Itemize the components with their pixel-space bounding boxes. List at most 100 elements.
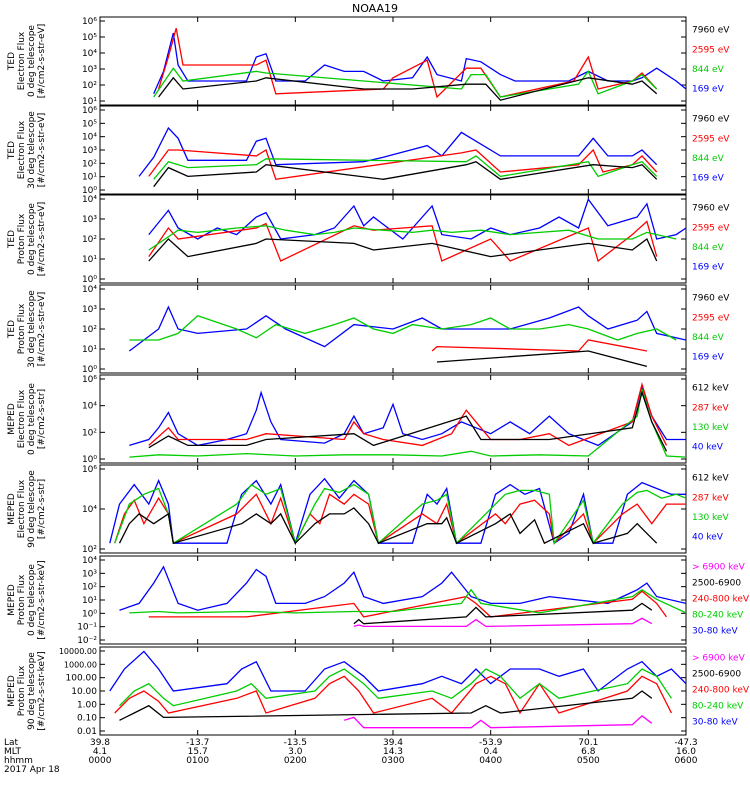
legend-entry: 40 keV: [692, 532, 724, 542]
y-tick-label: 10⁴: [82, 556, 97, 566]
series-group: [153, 28, 686, 101]
legend-entry: 169 eV: [692, 173, 725, 183]
y-tick-label: 10¹: [82, 173, 97, 183]
y-axis-label: 30 deg telescope: [27, 290, 37, 368]
x-tick-label: -47.3: [674, 738, 697, 748]
y-axis-label: MEPED: [7, 403, 17, 435]
panel-7: 10⁻² 10⁻¹ 10⁰ 10¹ 10² 10³ 10⁴ MEPED Proton Flux 0…: [7, 555, 750, 646]
y-axis-label: Proton Flux: [17, 574, 27, 625]
y-axis-label: MEPED: [7, 675, 17, 707]
y-axis-label: Proton Flux: [17, 303, 27, 354]
legend-entry: 2500-6900: [692, 579, 741, 589]
y-axis-label: TED: [7, 230, 17, 249]
legend-entry: 240-800 keV: [692, 686, 750, 696]
y-tick-label: 0.01: [77, 727, 97, 737]
x-row-label: hhmm: [4, 756, 33, 766]
panel-2: 10⁰ 10¹ 10² 10³ 10⁴ 10⁵ 10⁶ TED Electron Flux 30 …: [7, 105, 730, 196]
y-axis-label: 0 deg telescope: [27, 383, 37, 455]
y-tick-label: 10⁶: [82, 465, 97, 475]
x-tick-label: 39.4: [383, 738, 403, 748]
y-tick-label: 10¹: [82, 596, 97, 606]
x-tick-label: 0200: [284, 756, 307, 766]
y-tick-label: 10¹: [82, 255, 97, 265]
y-tick-label: 10⁶: [82, 106, 97, 116]
series-line-black: [158, 76, 658, 101]
x-tick-label: 0100: [186, 756, 209, 766]
series-line-red: [431, 339, 648, 352]
legend-entry: 40 keV: [692, 442, 724, 452]
series-line-green: [129, 315, 677, 341]
y-axis-label: Electron Flux: [17, 389, 27, 448]
series-line-green: [153, 155, 658, 180]
series-line-red: [114, 675, 672, 715]
y-axis-label: 90 deg telescope: [27, 470, 37, 548]
y-axis-label: 30 deg telescope: [27, 111, 37, 189]
series-line-blue: [128, 305, 686, 352]
legend-entry: > 6900 keV: [692, 654, 746, 664]
series-line-blue: [129, 384, 686, 447]
x-tick-label: 0600: [675, 756, 698, 766]
x-tick-label: 0.4: [484, 747, 499, 757]
y-tick-label: 10²: [82, 545, 97, 555]
y-tick-label: 10.00: [71, 687, 97, 697]
series-line-blue: [119, 565, 686, 611]
series-group: [129, 382, 686, 458]
y-tick-label: 10⁰: [82, 365, 97, 375]
y-tick-label: 10⁴: [82, 195, 97, 205]
series-group: [138, 126, 658, 188]
panel-frame: [99, 555, 687, 645]
y-axis-label: [#/cm2-s-str-eV]: [37, 113, 47, 188]
panel-6: 10² 10⁴ 10⁶ MEPED Electron Flux 90 deg telesc…: [7, 464, 729, 555]
y-tick-label: 10⁻²: [77, 636, 97, 646]
y-axis-label: 90 deg telescope: [27, 652, 37, 730]
y-tick-label: 0.10: [77, 714, 97, 724]
y-axis-label: TED: [7, 52, 17, 71]
series-line-black: [148, 237, 658, 262]
series-line-green: [129, 388, 686, 458]
y-axis-label: Electron Flux: [17, 120, 27, 179]
x-tick-label: 15.7: [188, 747, 208, 757]
panel-5: 10⁰ 10² 10⁴ 10⁶ MEPED Electron Flux 0 deg tele…: [7, 374, 729, 465]
series-line-red: [148, 382, 668, 447]
y-axis-label: TED: [7, 141, 17, 160]
y-axis-label: 0 deg telescope: [27, 564, 37, 636]
y-tick-label: 10⁴: [82, 505, 97, 515]
panel-frame: [99, 16, 687, 106]
y-axis-label: [#/cm2-s-str-eV]: [37, 202, 47, 277]
y-axis-label: MEPED: [7, 584, 17, 616]
series-line-green: [114, 483, 686, 546]
series-line-black: [118, 507, 658, 545]
x-axis-group: LatMLThhmm39.84.10000-13.715.70100-13.53…: [4, 738, 698, 775]
y-tick-label: 10²: [82, 81, 97, 91]
series-group: [109, 477, 686, 546]
series-line-blue: [138, 126, 658, 177]
series-line-green: [153, 67, 658, 98]
legend-entry: 7960 eV: [692, 115, 730, 125]
panel-4: 10⁰ 10¹ 10² 10³ 10⁴ TED Proton Flux 30 deg tele…: [7, 284, 730, 375]
y-tick-label: 100.00: [66, 674, 98, 684]
y-axis-label: MEPED: [7, 493, 17, 525]
y-axis-label: Electron Flux: [17, 479, 27, 538]
y-tick-label: 10⁵: [82, 119, 97, 129]
legend-entry: 844 eV: [692, 154, 725, 164]
series-line-magenta: [353, 617, 653, 628]
legend-entry: 844 eV: [692, 243, 725, 253]
y-tick-label: 10⁰: [82, 455, 97, 465]
x-tick-label: -13.7: [186, 738, 209, 748]
y-tick-label: 10¹: [82, 345, 97, 355]
y-tick-label: 10⁴: [82, 402, 97, 412]
legend-entry: 844 eV: [692, 65, 725, 75]
legend-entry: 287 keV: [692, 493, 729, 503]
date-label: 2017 Apr 18: [4, 765, 60, 775]
y-axis-label: [#/cm2-s-str]: [37, 389, 47, 449]
series-line-magenta: [344, 715, 653, 729]
legend-entry: 169 eV: [692, 262, 725, 272]
legend-entry: > 6900 keV: [692, 563, 746, 573]
series-line-black: [436, 350, 648, 368]
y-tick-label: 10⁶: [82, 375, 97, 385]
legend-entry: 2500-6900: [692, 670, 741, 680]
legend-entry: 2595 eV: [692, 134, 730, 144]
legend-entry: 7960 eV: [692, 294, 730, 304]
